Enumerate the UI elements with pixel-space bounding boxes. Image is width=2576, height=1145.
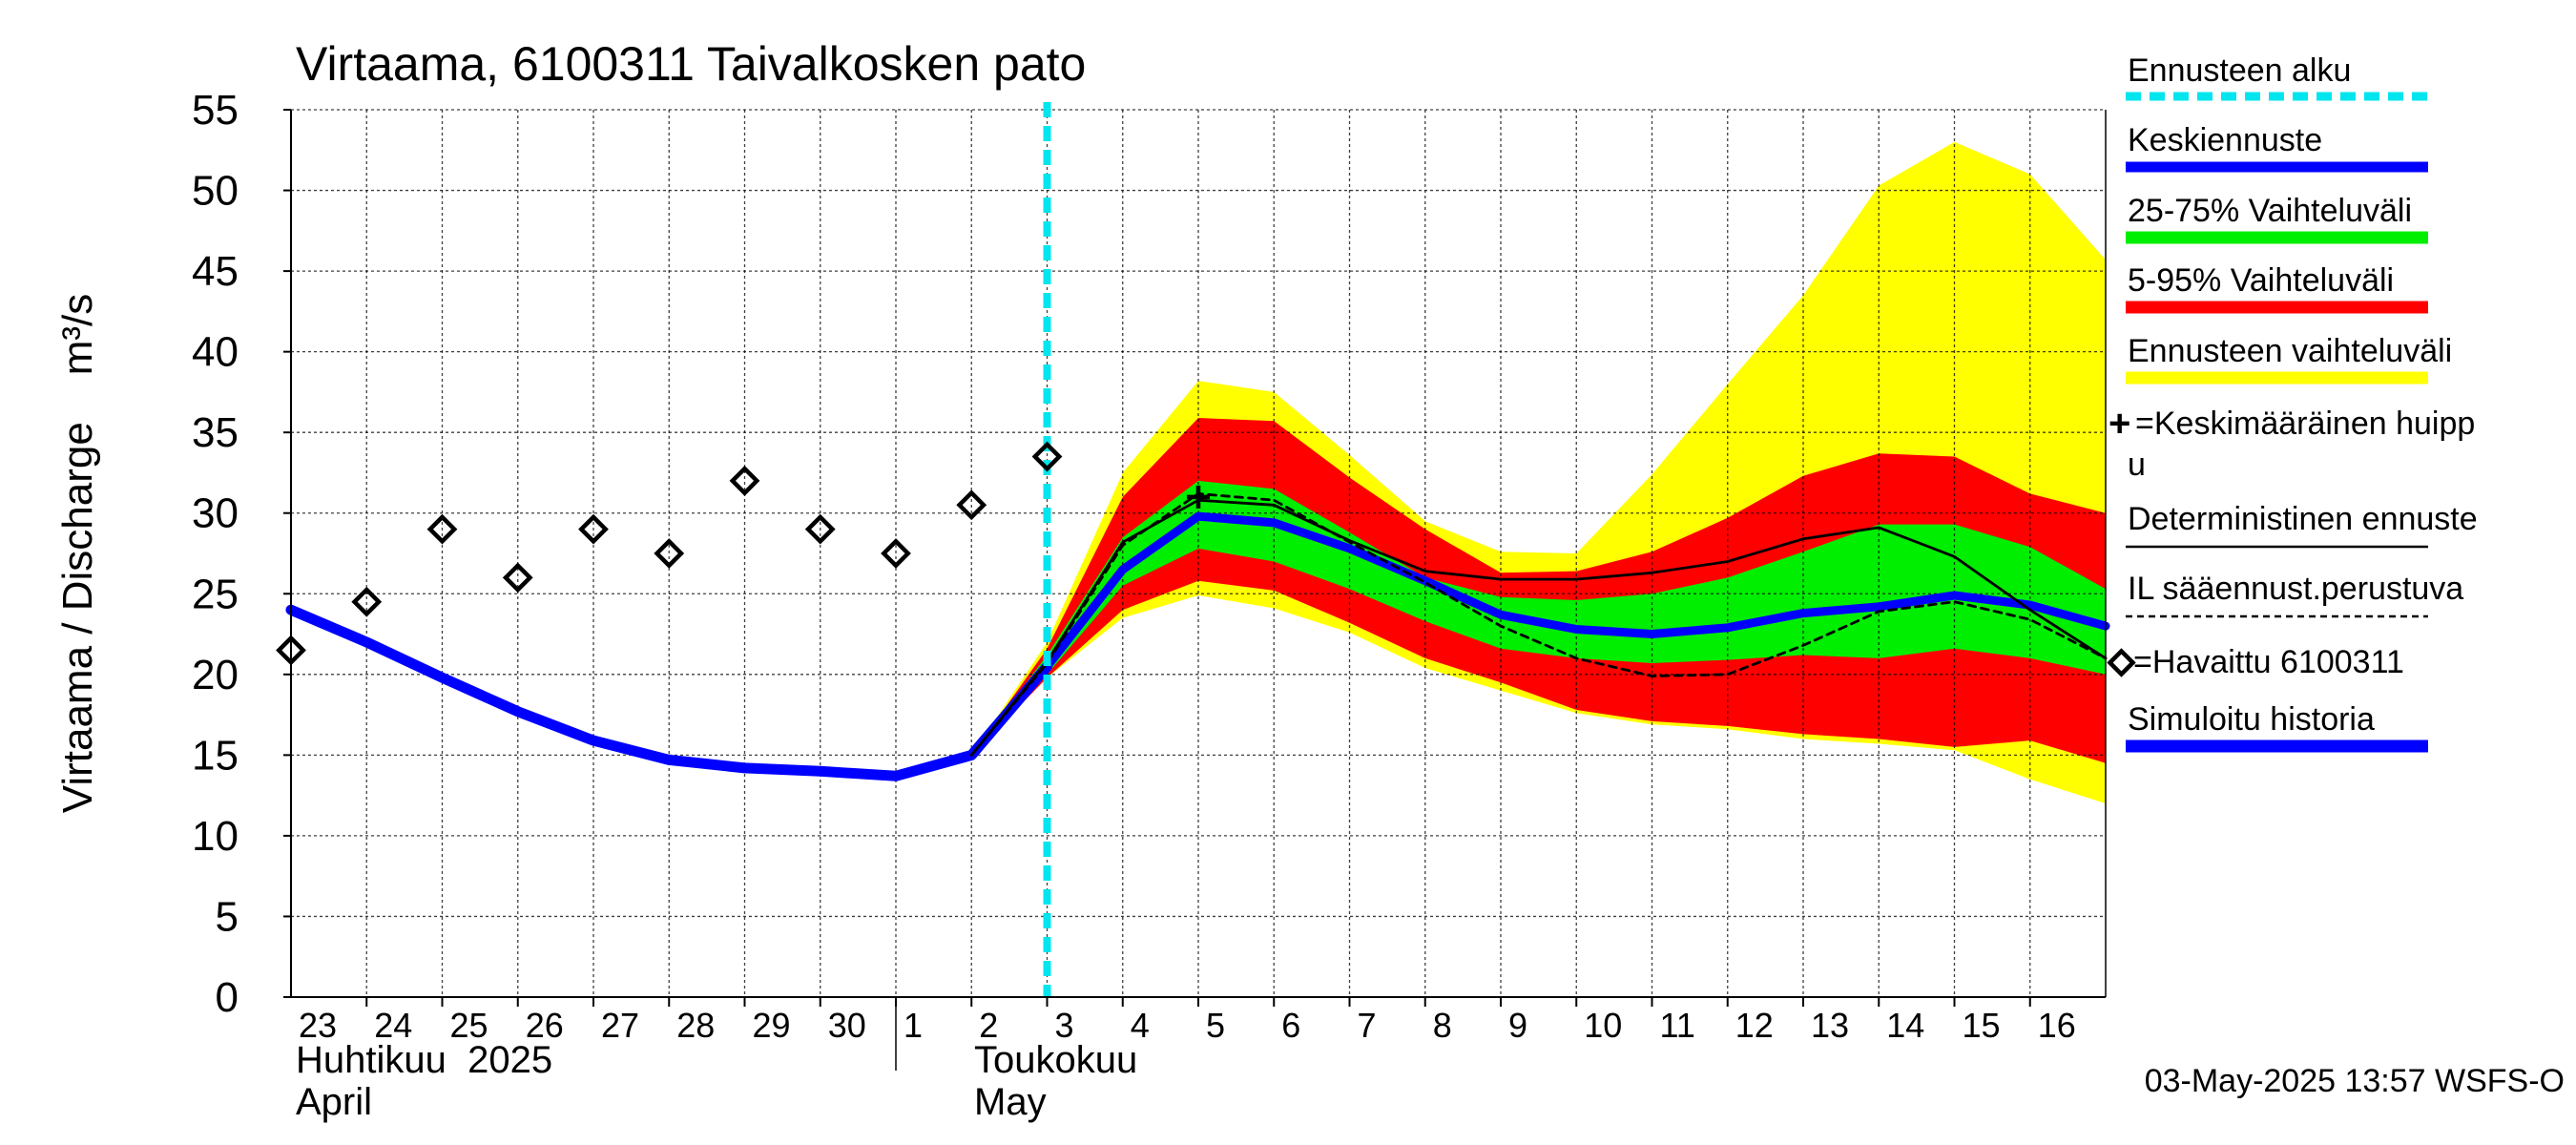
x-tick-label-22: 15 [1963, 1006, 2001, 1045]
observed-point-10 [1031, 441, 1063, 472]
y-axis-label: Virtaama / Discharge m³/s [54, 294, 101, 813]
x-tick-label-8: 1 [904, 1006, 923, 1045]
x-tick-label-10: 3 [1055, 1006, 1074, 1045]
month-label-en-april: April [296, 1081, 372, 1123]
legend-label-range-25-75: 25-75% Vaihteluväli [2128, 193, 2412, 229]
y-tick-label-25: 25 [192, 571, 239, 617]
x-tick-label-3: 26 [526, 1006, 564, 1045]
month-label-fi-april: Huhtikuu 2025 [296, 1039, 552, 1081]
legend-label-observed: =Havaittu 6100311 [2133, 644, 2404, 680]
observed-point-8 [881, 538, 911, 569]
deterministic-line [969, 498, 2108, 757]
x-tick-label-4: 27 [601, 1006, 639, 1045]
observed-point-7 [804, 513, 836, 545]
legend-label-mean-peak-2: u [2128, 447, 2146, 483]
y-tick-label-40: 40 [192, 329, 239, 376]
y-tick-label-45: 45 [192, 248, 239, 295]
x-tick-label-13: 6 [1281, 1006, 1300, 1045]
x-tick-label-19: 12 [1735, 1006, 1774, 1045]
x-tick-label-15: 8 [1433, 1006, 1452, 1045]
legend-label-deterministic: Deterministinen ennuste [2128, 501, 2478, 537]
mean-forecast-line [1043, 511, 2110, 671]
observed-point-1 [351, 586, 383, 617]
y-tick-label-20: 20 [192, 652, 239, 698]
x-tick-label-20: 13 [1811, 1006, 1849, 1045]
simulated-history-line [285, 604, 1052, 781]
x-tick-label-2: 25 [450, 1006, 488, 1045]
x-tick-label-18: 11 [1660, 1006, 1695, 1045]
legend-label-range-5-95: 5-95% Vaihteluväli [2128, 262, 2394, 299]
y-tick-label-15: 15 [192, 732, 239, 779]
y-tick-label-5: 5 [216, 893, 239, 940]
y-tick-label-35: 35 [192, 409, 239, 456]
x-tick-label-6: 29 [753, 1006, 791, 1045]
x-tick-label-23: 16 [2038, 1006, 2076, 1045]
il-based-line [969, 492, 2108, 757]
observed-point-4 [578, 513, 609, 545]
legend-label-mean-peak-1: =Keskimääräinen huipp [2135, 406, 2475, 442]
x-tick-label-0: 23 [299, 1006, 337, 1045]
legend-label-forecast-start: Ennusteen alku [2128, 52, 2351, 89]
y-tick-label-10: 10 [192, 813, 239, 860]
mean-peak-marker [1187, 485, 1210, 509]
y-tick-label-30: 30 [192, 490, 239, 537]
observed-point-6 [729, 465, 760, 496]
legend-label-mean-forecast: Keskiennuste [2128, 122, 2322, 158]
x-tick-label-16: 9 [1508, 1006, 1527, 1045]
legend-label-il-based: IL sääennust.perustuva [2128, 571, 2463, 607]
x-tick-label-7: 30 [828, 1006, 866, 1045]
series-lines [285, 102, 2110, 997]
timestamp: 03-May-2025 13:57 WSFS-O [2145, 1063, 2565, 1099]
legend-label-forecast-range: Ennusteen vaihteluväli [2128, 333, 2452, 369]
legend-observed-diamond-icon [2107, 648, 2136, 677]
x-tick-label-14: 7 [1358, 1006, 1377, 1045]
markers [276, 441, 1210, 666]
x-tick-label-17: 10 [1584, 1006, 1622, 1045]
month-label-fi-may: Toukokuu [974, 1039, 1137, 1081]
y-tick-label-0: 0 [216, 974, 239, 1021]
x-tick-label-1: 24 [374, 1006, 412, 1045]
y-tick-label-55: 55 [192, 87, 239, 134]
observed-point-2 [426, 513, 458, 545]
observed-point-9 [956, 489, 987, 521]
observed-point-0 [276, 635, 306, 666]
x-tick-label-11: 4 [1131, 1006, 1150, 1045]
chart-title: Virtaama, 6100311 Taivalkosken pato [296, 37, 1086, 91]
x-tick-label-12: 5 [1206, 1006, 1225, 1045]
legend-peak-plus-icon: + [2109, 403, 2130, 445]
x-tick-label-21: 14 [1886, 1006, 1924, 1045]
observed-point-3 [502, 562, 533, 593]
legend: Ennusteen alku Keskiennuste 25-75% Vaiht… [2107, 52, 2478, 753]
month-label-en-may: May [974, 1081, 1047, 1123]
observed-point-5 [654, 538, 685, 569]
legend-label-simulated: Simuloitu historia [2128, 701, 2375, 738]
x-tick-label-5: 28 [676, 1006, 715, 1045]
x-tick-label-9: 2 [979, 1006, 998, 1045]
forecast-bands [971, 141, 2106, 804]
y-tick-label-50: 50 [192, 168, 239, 215]
